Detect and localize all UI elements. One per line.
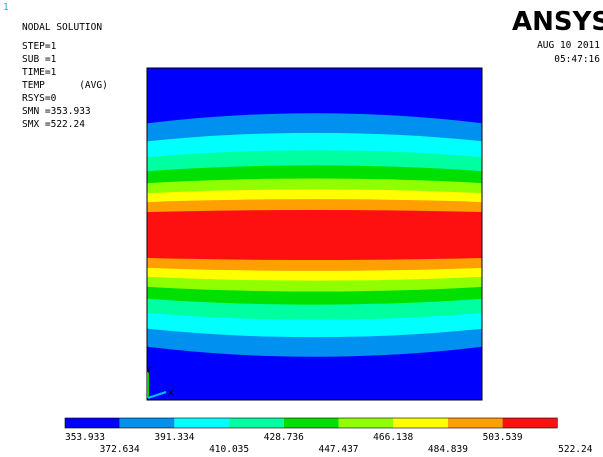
legend-label: 484.839 [428, 444, 468, 455]
time: 05:47:16 [554, 54, 600, 65]
legend-swatch [119, 418, 175, 428]
triad: Y X [146, 366, 174, 399]
legend-label: 466.138 [373, 432, 413, 443]
logo: ANSYS [512, 7, 603, 37]
legend-label: 428.736 [264, 432, 304, 443]
title: NODAL SOLUTION [22, 22, 102, 33]
legend-swatch [447, 418, 503, 428]
x-axis-line [147, 391, 167, 399]
legend-swatch [229, 418, 284, 428]
header-line: STEP=1 [22, 41, 57, 52]
legend-label: 410.035 [209, 444, 249, 455]
legend-label: 447.437 [318, 444, 358, 455]
legend-swatch [502, 418, 558, 428]
header-line: TIME=1 [22, 67, 57, 78]
legend-swatch [174, 418, 230, 428]
legend-swatch [338, 418, 394, 428]
header-line: TEMP (AVG) [22, 80, 108, 91]
legend-label: 372.634 [100, 444, 140, 455]
plot-number: 1 [3, 2, 9, 13]
header-line: RSYS=0 [22, 93, 57, 104]
legend-border [64, 417, 558, 429]
plot-border [146, 67, 483, 401]
contour-band [147, 210, 482, 260]
legend-label: 353.933 [65, 432, 105, 443]
date: AUG 10 2011 [537, 40, 600, 51]
legend-label: 503.539 [483, 432, 523, 443]
legend-swatch [393, 418, 448, 428]
header-line: SMX =522.24 [22, 119, 85, 130]
header-line: SMN =353.933 [22, 106, 91, 117]
legend-swatch [283, 418, 339, 428]
contour-plot [147, 68, 482, 400]
x-axis-label: X [168, 389, 174, 399]
legend-label: 522.24 [558, 444, 593, 455]
legend-label: 391.334 [154, 432, 194, 443]
y-axis-label: Y [146, 366, 152, 376]
legend-swatch [65, 418, 120, 428]
header-line: SUB =1 [22, 54, 57, 65]
